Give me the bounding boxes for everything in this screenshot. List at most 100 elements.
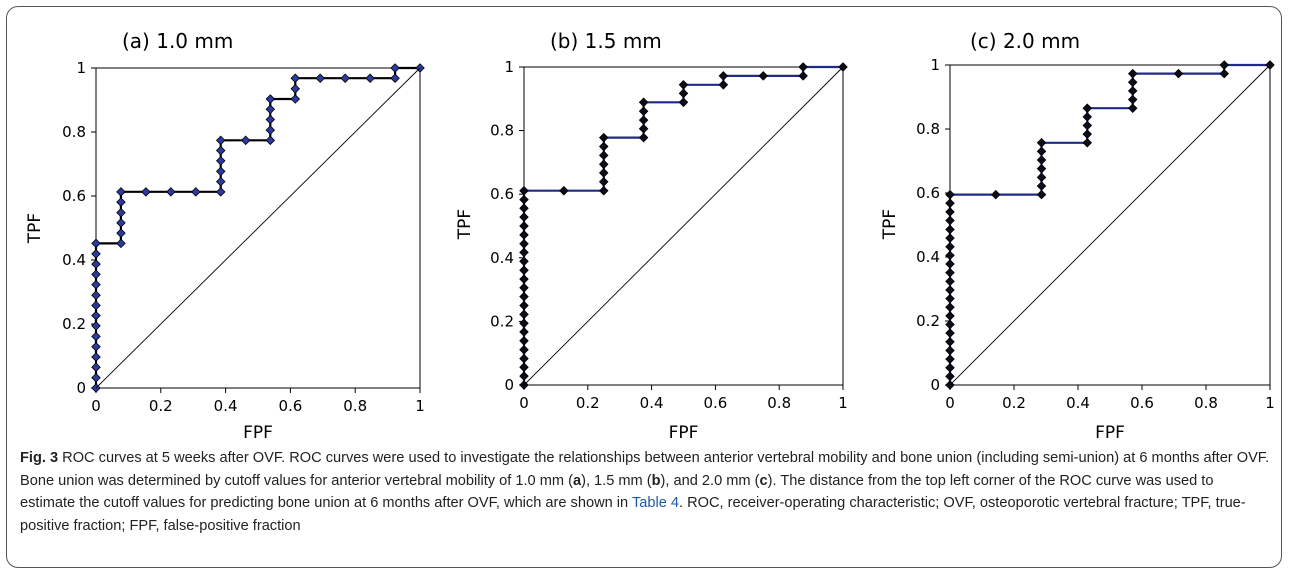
roc-point-marker <box>519 318 529 329</box>
x-tick-label: 0 <box>945 394 955 412</box>
roc-point-marker <box>798 62 808 72</box>
x-axis-label: FPF <box>243 423 273 440</box>
roc-point-marker <box>945 233 955 243</box>
y-tick-label: 0.8 <box>490 122 514 140</box>
x-tick-label: 1 <box>415 397 425 415</box>
roc-point-marker <box>1082 129 1093 139</box>
table-4-link[interactable]: Table 4 <box>631 495 679 511</box>
y-tick-label: 0.6 <box>490 185 514 203</box>
roc-point-marker <box>945 302 955 313</box>
roc-point-marker <box>91 290 101 300</box>
x-tick-label: 0.8 <box>767 394 791 412</box>
x-tick-label: 0.4 <box>1066 394 1090 412</box>
roc-point-marker <box>365 73 375 84</box>
x-tick-label: 0.4 <box>214 397 238 415</box>
roc-point-marker <box>340 73 350 84</box>
roc-point-marker <box>116 197 126 207</box>
roc-point-marker <box>598 185 609 196</box>
roc-point-marker <box>265 94 276 104</box>
y-tick-label: 0.2 <box>916 312 940 330</box>
roc-point-marker <box>215 135 226 146</box>
roc-point-marker <box>598 141 609 152</box>
roc-point-marker <box>116 238 126 249</box>
roc-point-marker <box>519 247 529 258</box>
x-axis-label: FPF <box>669 423 699 440</box>
roc-point-marker <box>519 239 529 249</box>
roc-point-marker <box>519 203 529 213</box>
roc-point-marker <box>1082 137 1093 148</box>
roc-point-marker <box>678 97 689 108</box>
roc-point-marker <box>945 267 955 278</box>
roc-point-marker <box>598 168 609 178</box>
y-tick-label: 0.4 <box>916 248 940 266</box>
roc-point-marker <box>1036 172 1047 183</box>
y-tick-label: 0.8 <box>916 120 940 138</box>
roc-point-marker <box>191 187 201 197</box>
roc-point-marker <box>1036 155 1047 165</box>
roc-point-marker <box>215 166 226 177</box>
y-tick-label: 1 <box>76 59 86 77</box>
x-tick-label: 0.6 <box>1130 394 1154 412</box>
roc-point-marker <box>945 354 955 364</box>
roc-point-marker <box>798 71 808 81</box>
y-tick-label: 0.6 <box>62 187 86 205</box>
roc-point-marker <box>1219 68 1230 79</box>
roc-point-marker <box>519 230 529 240</box>
roc-point-marker <box>1127 77 1138 88</box>
x-tick-label: 0.8 <box>343 397 367 415</box>
y-tick-label: 0.2 <box>490 312 514 330</box>
roc-point-marker <box>116 228 126 238</box>
y-axis-label: TPF <box>25 213 45 244</box>
roc-point-marker <box>1082 103 1093 113</box>
caption-ref-c: c <box>759 472 768 489</box>
roc-point-marker <box>290 94 301 104</box>
roc-point-marker <box>265 114 276 125</box>
panel-title: (c) 2.0 mm <box>970 29 1080 53</box>
x-tick-label: 1 <box>1265 394 1275 412</box>
roc-point-marker <box>1219 60 1230 70</box>
roc-point-marker <box>215 187 226 197</box>
roc-point-marker <box>945 311 955 321</box>
roc-panel-3: 0 0.2 0.4 0.6 0.8 1 0 0.2 0.4 0.6 0.8 1 (c) 2.0 mm FP… <box>880 29 1275 440</box>
reference-diagonal-line <box>95 67 421 389</box>
roc-point-marker <box>116 207 126 218</box>
roc-point-marker <box>758 71 769 81</box>
roc-point-marker <box>240 135 251 146</box>
y-tick-label: 0.4 <box>490 249 514 267</box>
roc-point-marker <box>390 63 400 73</box>
roc-point-marker <box>519 256 529 267</box>
y-tick-label: 1 <box>504 58 514 76</box>
roc-point-marker <box>638 132 649 143</box>
roc-point-marker <box>945 189 955 200</box>
roc-point-marker <box>141 187 151 197</box>
x-tick-label: 0.2 <box>1002 394 1026 412</box>
x-tick-label: 1 <box>838 394 848 412</box>
roc-point-marker <box>91 259 101 269</box>
roc-point-marker <box>290 84 301 94</box>
roc-panel-2: 0 0.2 0.4 0.6 0.8 1 0 0.2 0.4 0.6 0.8 1 (b) 1.5 mm FP… <box>455 29 848 440</box>
roc-point-marker <box>1036 146 1047 157</box>
y-tick-label: 1 <box>930 56 940 74</box>
x-tick-label: 0.4 <box>640 394 664 412</box>
roc-point-marker <box>678 80 689 90</box>
roc-point-marker <box>718 80 729 90</box>
roc-point-marker <box>265 104 276 115</box>
roc-point-marker <box>1127 86 1138 96</box>
roc-point-marker <box>91 341 101 352</box>
roc-point-marker <box>116 218 126 228</box>
roc-point-marker <box>290 73 301 84</box>
roc-point-marker <box>1082 120 1093 131</box>
y-tick-label: 0 <box>504 376 514 394</box>
roc-point-marker <box>519 194 529 205</box>
roc-point-marker <box>215 156 226 166</box>
roc-point-marker <box>519 353 529 364</box>
roc-point-marker <box>1127 94 1138 105</box>
roc-point-marker <box>91 310 101 321</box>
caption-text-3: ), and 2.0 mm ( <box>660 472 760 489</box>
roc-point-marker <box>519 221 529 231</box>
roc-point-marker <box>1036 163 1047 174</box>
roc-point-marker <box>91 331 101 342</box>
roc-point-marker <box>598 159 609 170</box>
roc-point-marker <box>945 293 955 304</box>
y-tick-label: 0.8 <box>62 123 86 141</box>
